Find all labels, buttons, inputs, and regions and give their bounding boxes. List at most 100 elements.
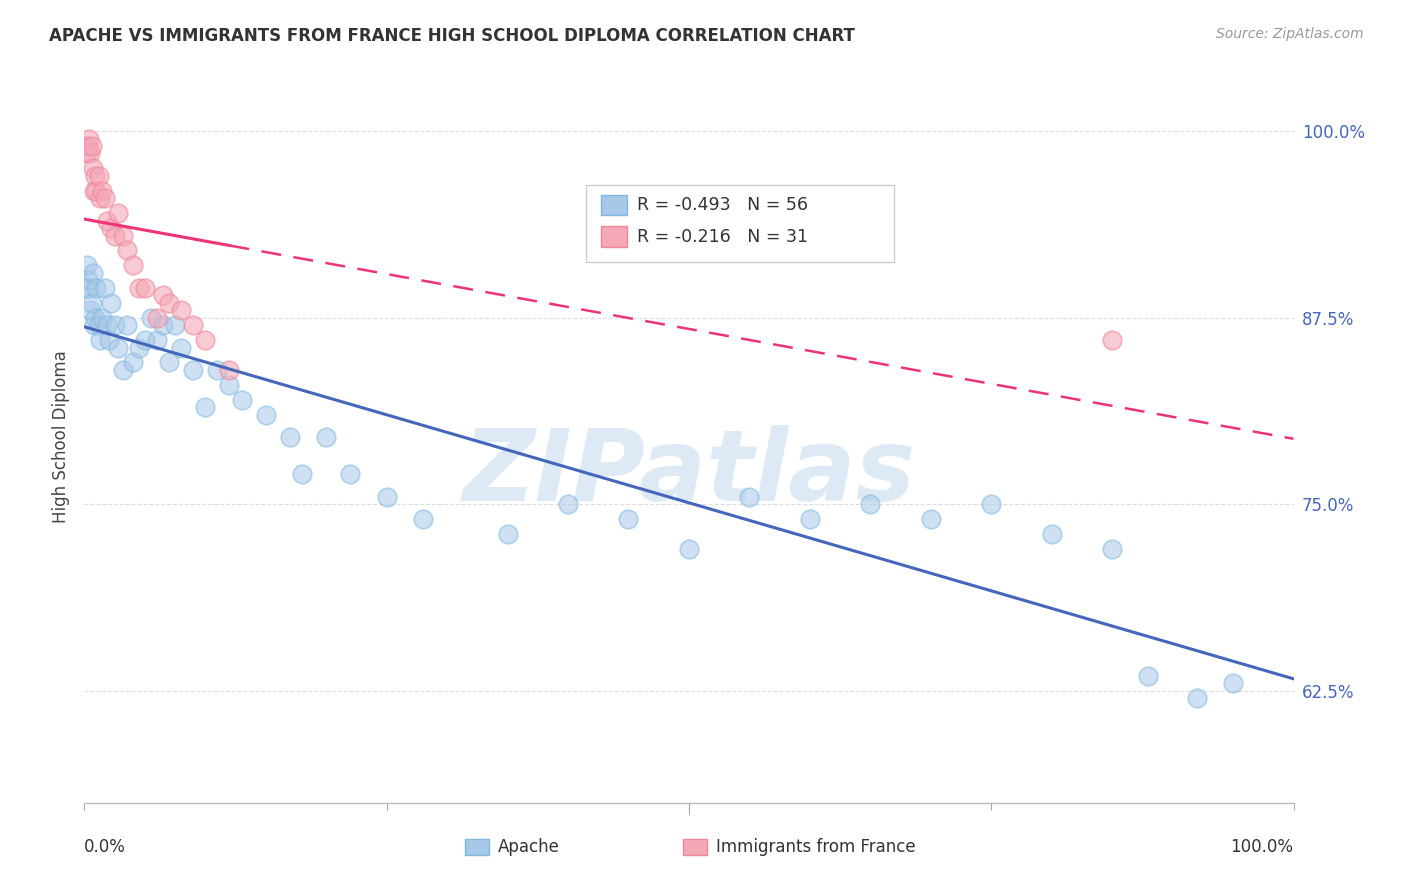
Point xyxy=(146,310,169,325)
Point xyxy=(112,363,135,377)
Point xyxy=(91,184,114,198)
Point xyxy=(157,355,180,369)
Text: 0.0%: 0.0% xyxy=(84,838,127,855)
Point xyxy=(1101,333,1123,347)
Point xyxy=(80,139,103,153)
Point xyxy=(799,512,821,526)
Point xyxy=(128,281,150,295)
Point xyxy=(89,191,111,205)
Point xyxy=(77,131,100,145)
Point xyxy=(75,281,97,295)
Point xyxy=(115,244,138,258)
Point xyxy=(557,497,579,511)
Bar xyxy=(683,838,707,855)
Point xyxy=(112,228,135,243)
Point xyxy=(77,273,100,287)
Point xyxy=(1040,527,1063,541)
Point xyxy=(107,341,129,355)
FancyBboxPatch shape xyxy=(586,185,894,261)
Point xyxy=(291,467,314,482)
Point xyxy=(231,392,253,407)
Point xyxy=(134,281,156,295)
Point xyxy=(859,497,882,511)
Text: 100.0%: 100.0% xyxy=(1230,838,1294,855)
Bar xyxy=(465,838,489,855)
Point xyxy=(1137,669,1160,683)
Text: R = -0.216   N = 31: R = -0.216 N = 31 xyxy=(637,227,808,245)
Point xyxy=(375,490,398,504)
Point xyxy=(79,303,101,318)
Point xyxy=(91,310,114,325)
Point xyxy=(157,295,180,310)
Point xyxy=(194,401,217,415)
Point xyxy=(152,318,174,332)
Point xyxy=(121,355,143,369)
Point xyxy=(94,281,117,295)
Point xyxy=(87,318,110,332)
Text: Source: ZipAtlas.com: Source: ZipAtlas.com xyxy=(1216,27,1364,41)
Bar xyxy=(600,227,627,247)
Point xyxy=(87,169,110,183)
Point xyxy=(339,467,361,482)
Point xyxy=(104,318,127,332)
Point xyxy=(315,430,337,444)
Text: Apache: Apache xyxy=(498,838,560,855)
Point xyxy=(86,184,108,198)
Point xyxy=(170,341,193,355)
Point xyxy=(678,542,700,557)
Bar xyxy=(600,195,627,216)
Point xyxy=(207,363,229,377)
Point xyxy=(412,512,434,526)
Point xyxy=(170,303,193,318)
Point xyxy=(83,184,105,198)
Point xyxy=(75,139,97,153)
Point xyxy=(77,139,100,153)
Text: R = -0.493   N = 56: R = -0.493 N = 56 xyxy=(637,196,808,214)
Point xyxy=(218,377,240,392)
Point xyxy=(254,408,277,422)
Point xyxy=(181,363,204,377)
Point xyxy=(738,490,761,504)
Point xyxy=(84,310,107,325)
Point xyxy=(104,228,127,243)
Point xyxy=(89,333,111,347)
Point xyxy=(1222,676,1244,690)
Point xyxy=(76,146,98,161)
Point xyxy=(100,295,122,310)
Point xyxy=(181,318,204,332)
Point xyxy=(86,281,108,295)
Point xyxy=(194,333,217,347)
Point xyxy=(96,213,118,227)
Point xyxy=(97,333,120,347)
Point xyxy=(107,206,129,220)
Point xyxy=(100,221,122,235)
Text: APACHE VS IMMIGRANTS FROM FRANCE HIGH SCHOOL DIPLOMA CORRELATION CHART: APACHE VS IMMIGRANTS FROM FRANCE HIGH SC… xyxy=(49,27,855,45)
Point xyxy=(83,318,105,332)
Point xyxy=(84,169,107,183)
Point xyxy=(139,310,162,325)
Point xyxy=(134,333,156,347)
Point xyxy=(165,318,187,332)
Y-axis label: High School Diploma: High School Diploma xyxy=(52,351,70,524)
Point xyxy=(82,266,104,280)
Point xyxy=(146,333,169,347)
Point xyxy=(76,259,98,273)
Point xyxy=(128,341,150,355)
Point xyxy=(617,512,640,526)
Text: ZIPatlas: ZIPatlas xyxy=(463,425,915,522)
Point xyxy=(115,318,138,332)
Point xyxy=(278,430,301,444)
Point xyxy=(94,191,117,205)
Point xyxy=(152,288,174,302)
Point xyxy=(1101,542,1123,557)
Point xyxy=(82,161,104,176)
Point xyxy=(1185,691,1208,706)
Point xyxy=(121,259,143,273)
Point xyxy=(218,363,240,377)
Point xyxy=(496,527,519,541)
Point xyxy=(980,497,1002,511)
Point xyxy=(920,512,942,526)
Point xyxy=(96,318,118,332)
Point xyxy=(77,281,100,295)
Point xyxy=(79,146,101,161)
